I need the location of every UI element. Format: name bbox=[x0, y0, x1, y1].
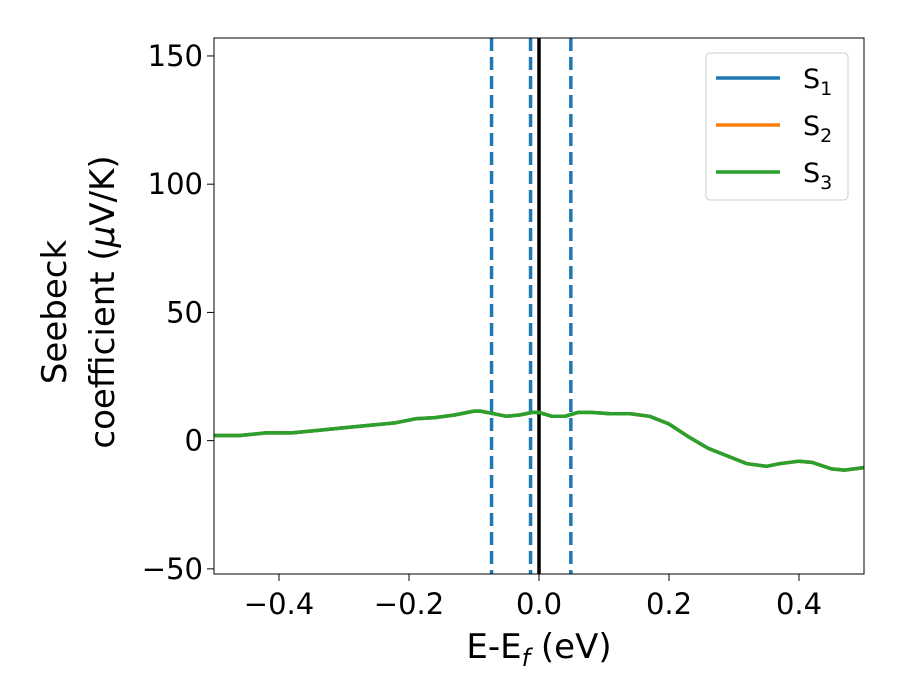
y-tick-label: 150 bbox=[148, 39, 203, 73]
y-axis-label-line2: coefficient (μV/K) bbox=[83, 155, 123, 448]
x-axis-ticks: −0.4 −0.2 0.0 0.2 0.4 bbox=[244, 574, 822, 621]
x-tick-label: 0.2 bbox=[646, 587, 692, 621]
x-axis-label: E-Ef (eV) bbox=[466, 627, 611, 672]
y-tick-label: 100 bbox=[148, 167, 203, 201]
legend-label-s3: S3 bbox=[803, 158, 832, 194]
x-tick-label: 0.4 bbox=[776, 587, 822, 621]
legend: S1 S2 S3 bbox=[705, 52, 849, 201]
y-axis-label: Seebeck coefficient (μV/K) bbox=[35, 155, 123, 448]
y-tick-label: −50 bbox=[142, 552, 203, 586]
x-tick-label: −0.2 bbox=[374, 587, 444, 621]
series-line-s3 bbox=[214, 409, 864, 472]
reference-lines bbox=[489, 38, 573, 574]
y-axis-ticks: −50 0 50 100 150 bbox=[142, 39, 214, 586]
y-tick-label: 0 bbox=[185, 424, 203, 458]
y-tick-label: 50 bbox=[166, 295, 203, 329]
legend-label-s2: S2 bbox=[803, 111, 832, 147]
y-axis-label-line1: Seebeck bbox=[35, 240, 75, 385]
legend-label-s1: S1 bbox=[803, 64, 832, 100]
x-tick-label: −0.4 bbox=[244, 587, 314, 621]
series-lines bbox=[214, 409, 864, 472]
x-tick-label: 0.0 bbox=[516, 587, 562, 621]
